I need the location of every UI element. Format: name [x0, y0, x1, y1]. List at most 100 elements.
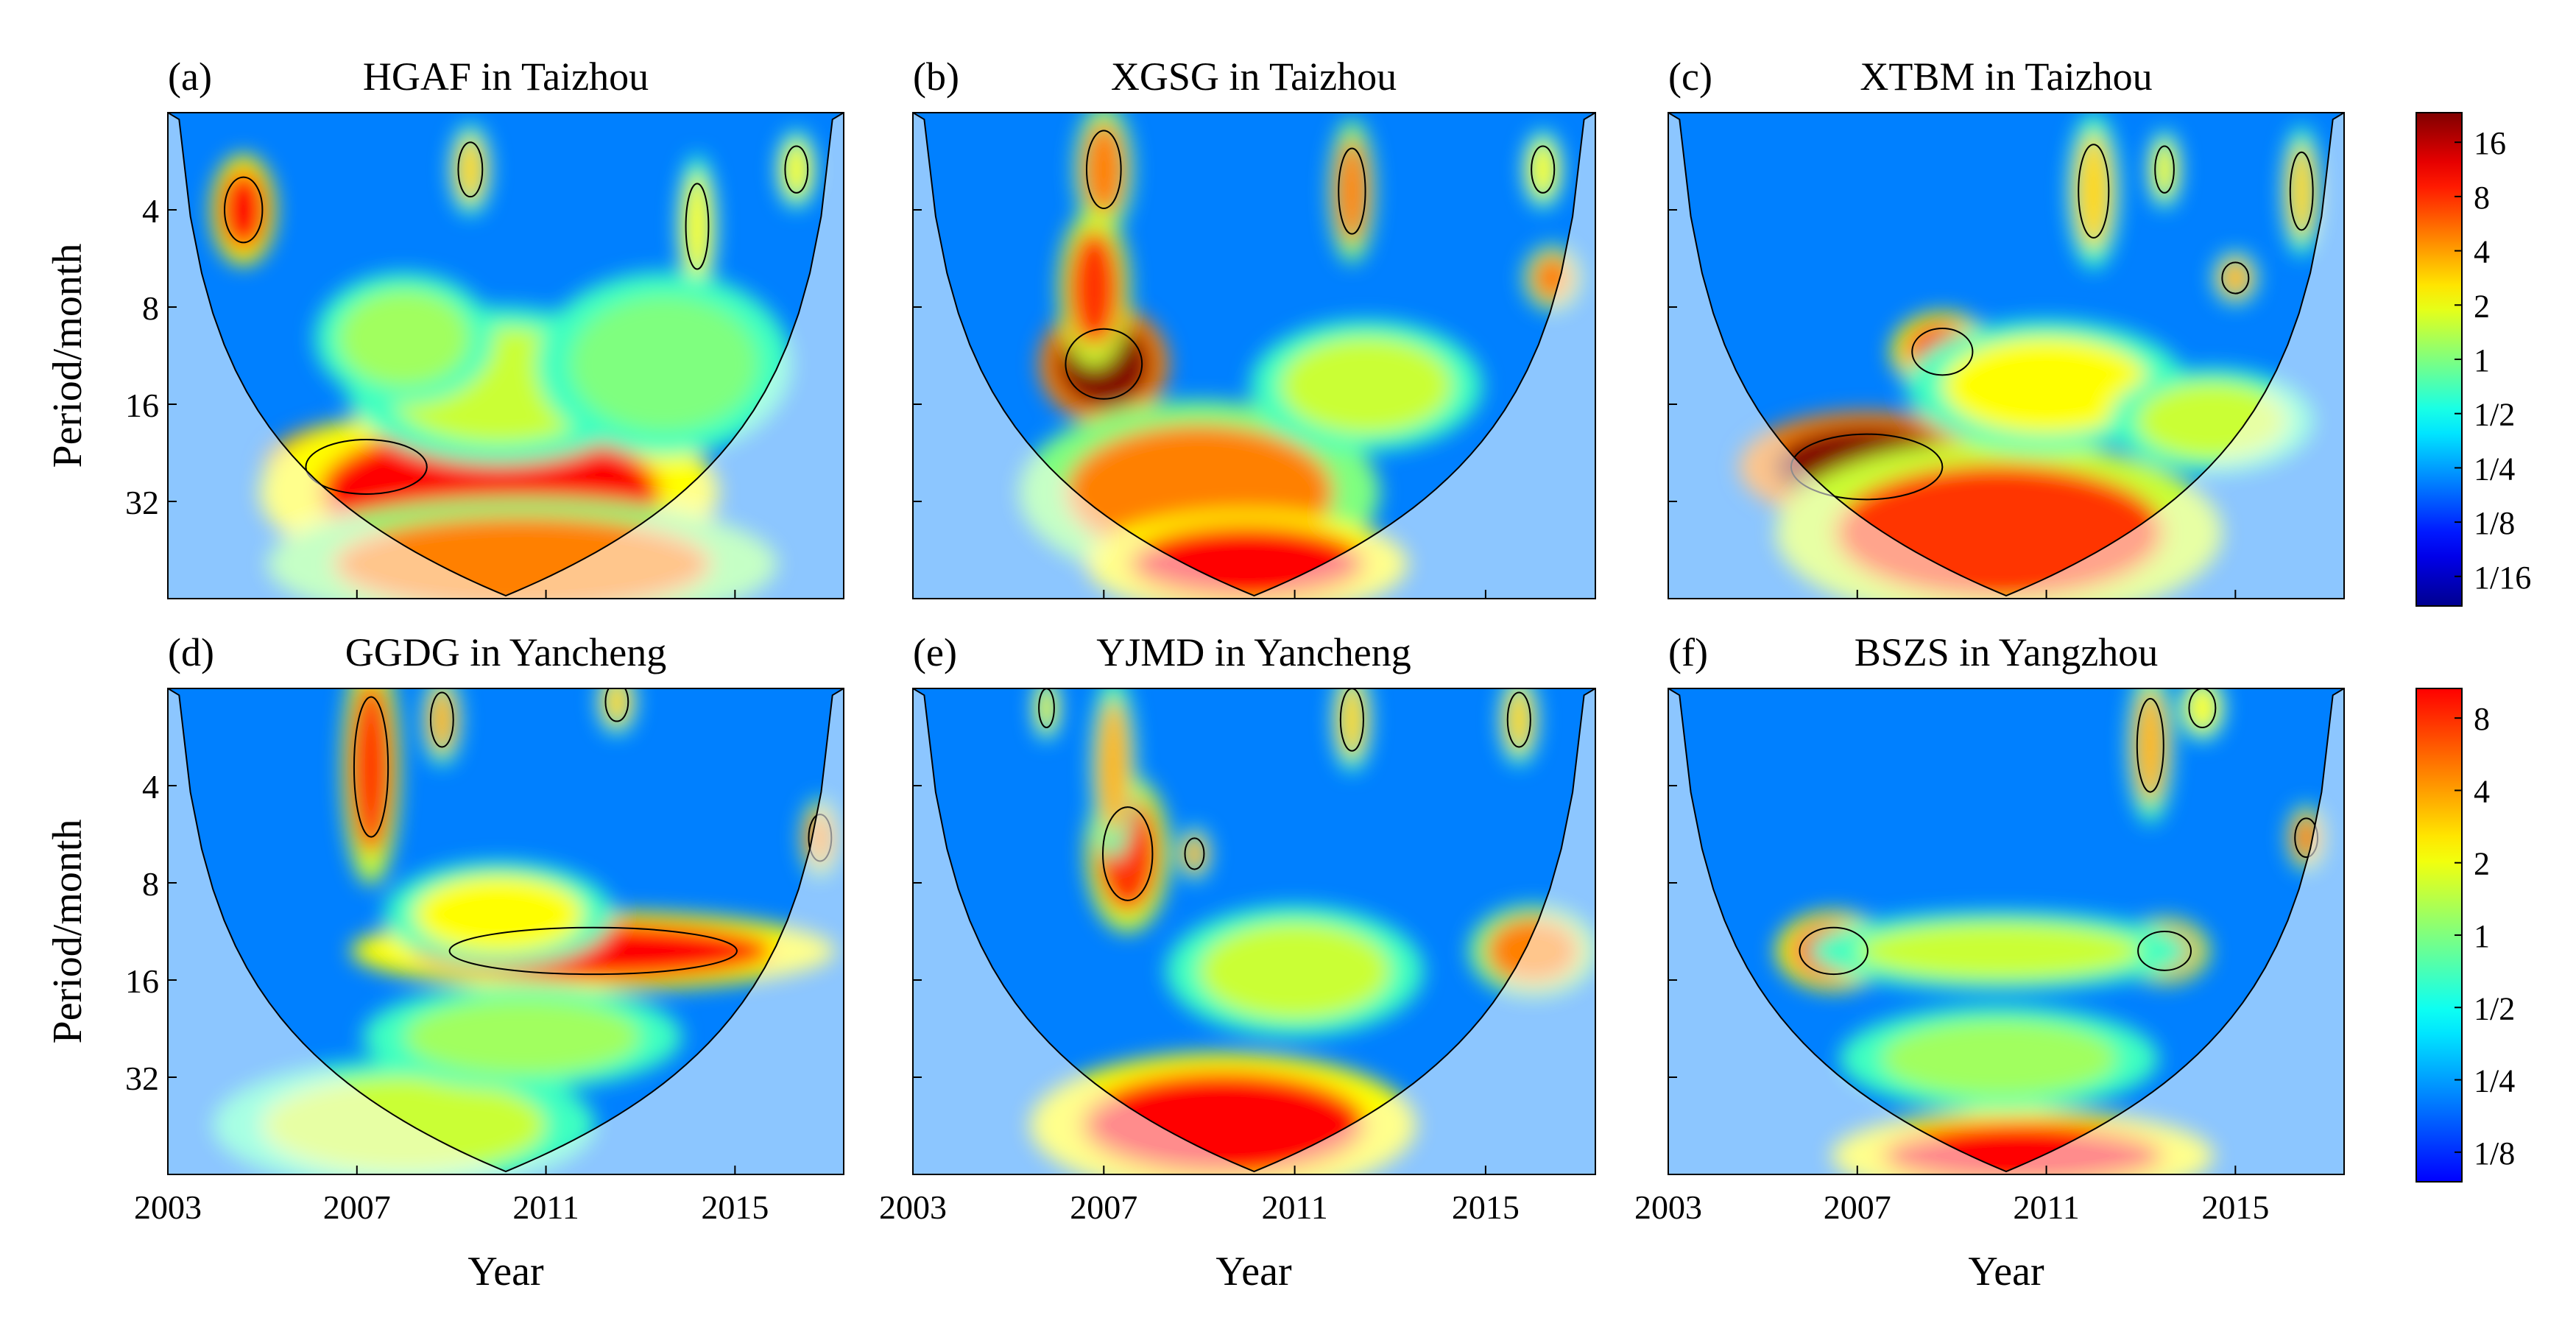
colorbar-1-tick-label-5: 1/4: [2474, 1063, 2515, 1099]
colorbar-0-tick-label-1: 8: [2474, 180, 2490, 216]
panel-f-xtick-label-0: 2003: [1634, 1188, 1702, 1226]
colorbar-0-tick-label-5: 1/2: [2474, 397, 2515, 433]
panel-a-blob-1: [455, 135, 486, 204]
panel-e-xtick-label-0: 2003: [879, 1188, 947, 1226]
panel-c-significance-contour-1: [1911, 327, 1974, 376]
panel-e-blob-5: [1504, 688, 1534, 754]
panel-e-power-field: [1029, 688, 1595, 1174]
panel-f-blob-2: [2134, 688, 2167, 804]
panel-b-significance-contour-0: [1085, 130, 1122, 210]
panel-c-significance-contour-4: [2289, 151, 2314, 231]
panel-b-frame: [912, 112, 1596, 599]
panel-d-xtick-label-2: 2011: [512, 1188, 579, 1226]
panel-d-ytick-label-3: 32: [125, 1060, 159, 1097]
panel-d-ylabel: Period/month: [45, 820, 91, 1044]
panel-e-blob-4: [1337, 688, 1366, 759]
colorbar-0-tick-label-6: 1/4: [2474, 451, 2515, 487]
panel-f-blob-6: [1857, 921, 2141, 981]
panel-a-coi-line: [168, 113, 844, 597]
panel-d-frame: [167, 688, 844, 1175]
panel-a: (a) HGAF in Taizhou Period/month 4 8 16 32: [45, 54, 844, 599]
panel-b-blob-2: [1068, 230, 1121, 347]
panel-e-xlabel: Year: [1215, 1249, 1292, 1294]
panel-e-xtick-label-3: 2015: [1452, 1188, 1520, 1226]
panel-d-label: (d): [168, 630, 214, 674]
colorbar-1-tick-label-1: 4: [2474, 773, 2490, 809]
panel-d-xtick-label-0: 2003: [134, 1188, 202, 1226]
colorbar-0-tick-label-4: 1: [2474, 342, 2490, 378]
panel-c-significance-contour-3: [2221, 261, 2250, 295]
panel-e-plot: [913, 688, 1595, 1174]
colorbar-1-gradient: [2416, 688, 2463, 1183]
panel-b-blob-8: [1280, 336, 1453, 434]
panel-c-coi-line: [1668, 113, 2344, 597]
panel-e-significance-contour-5: [1506, 691, 1531, 748]
panel-e-blob-8: [1199, 922, 1391, 1020]
colorbar-top: 16 8 4 2 1 1/2 1/4 1/8 1/16: [2416, 112, 2531, 607]
panel-e-coi-shade: [913, 688, 1595, 1174]
panel-d-significance-contour-2: [448, 926, 738, 976]
panel-a-blob-0: [219, 169, 267, 251]
panel-e-blob-2: [1182, 834, 1207, 873]
panel-e-xtick-label-2: 2011: [1261, 1188, 1327, 1226]
panel-c-blob-7: [1942, 336, 2150, 434]
colorbar-1-tick-label-6: 1/8: [2474, 1135, 2515, 1171]
panel-a-blob-2: [682, 172, 712, 281]
panel-d-significance-contour-1: [429, 691, 454, 748]
panel-e-frame: [912, 688, 1596, 1175]
panel-e-coi-line: [913, 688, 1595, 1173]
panel-d-coi-shade: [168, 688, 844, 1174]
panel-b-significance-contour-5: [1531, 145, 1556, 194]
panel-a-significance-contour-3: [784, 145, 809, 194]
panel-f-significance-contour-2: [2136, 697, 2164, 793]
colorbar-0-gradient: [2416, 112, 2463, 607]
panel-e-blob-1: [1096, 699, 1130, 835]
panel-b-coi-line: [913, 113, 1595, 597]
panel-d-blob-7: [403, 998, 641, 1076]
panel-f-blob-4: [2185, 688, 2219, 733]
panel-c-blob-2: [2075, 133, 2113, 250]
panel-a-frame: [167, 112, 844, 599]
colorbar-1-tick-label-0: 8: [2474, 701, 2490, 737]
colorbar-1-tick-label-3: 1: [2474, 918, 2490, 954]
panel-f-coi-shade: [1668, 688, 2344, 1174]
panel-b-blob-3: [1335, 137, 1369, 245]
panel-d-ytick-label-1: 8: [142, 865, 159, 903]
panel-b-blob-5: [1528, 140, 1558, 199]
colorbar-0-tick-label-0: 16: [2474, 125, 2506, 161]
panel-f-significance-contour-1: [2137, 931, 2192, 971]
panel-b-plot: [913, 113, 1595, 599]
panel-a-blob-8: [569, 295, 759, 432]
panel-d-ytick-label-2: 16: [125, 962, 159, 1000]
panel-c-significance-contour-2: [2078, 144, 2110, 239]
panel-b-significance-contour-1: [1065, 328, 1143, 400]
panel-f-xlabel: Year: [1968, 1249, 2044, 1294]
panel-b-significance-contour-3: [1338, 147, 1366, 235]
panel-b-blob-0: [1082, 121, 1126, 219]
panel-b-coi-shade: [913, 113, 1595, 599]
panel-c-blob-5: [2153, 140, 2177, 199]
panel-c-frame: [1668, 112, 2345, 599]
colorbar-0-tick-label-2: 4: [2474, 234, 2490, 270]
panel-a-ytick-label-0: 4: [142, 192, 159, 230]
panel-d: (d) GGDG in Yancheng Period/month Year 4…: [45, 630, 844, 1294]
panel-d-blob-1: [428, 688, 456, 754]
panel-f-significance-contour-0: [1799, 926, 1869, 976]
panel-a-significance-contour-0: [224, 176, 264, 244]
panel-e-blob-3: [1037, 688, 1056, 733]
panel-d-title: GGDG in Yancheng: [345, 630, 666, 674]
panel-a-ytick-label-2: 16: [125, 387, 159, 424]
panel-f-xtick-label-3: 2015: [2201, 1188, 2269, 1226]
panel-b: (b) XGSG in Taizhou: [912, 54, 1596, 599]
panel-e-xtick-label-1: 2007: [1070, 1188, 1137, 1226]
colorbar-0-tick-label-8: 1/16: [2474, 560, 2531, 596]
panel-a-ytick-label-3: 32: [125, 484, 159, 521]
panel-a-blob-3: [782, 140, 811, 199]
panel-f-blob-7: [1880, 1019, 2117, 1098]
panel-c-coi-shade: [1668, 113, 2344, 599]
panel-c: (c) XTBM in Taizhou: [1668, 54, 2345, 599]
panel-c-plot: [1668, 113, 2344, 599]
panel-f-label: (f): [1668, 630, 1708, 674]
panel-d-ytick-label-0: 4: [142, 768, 159, 806]
